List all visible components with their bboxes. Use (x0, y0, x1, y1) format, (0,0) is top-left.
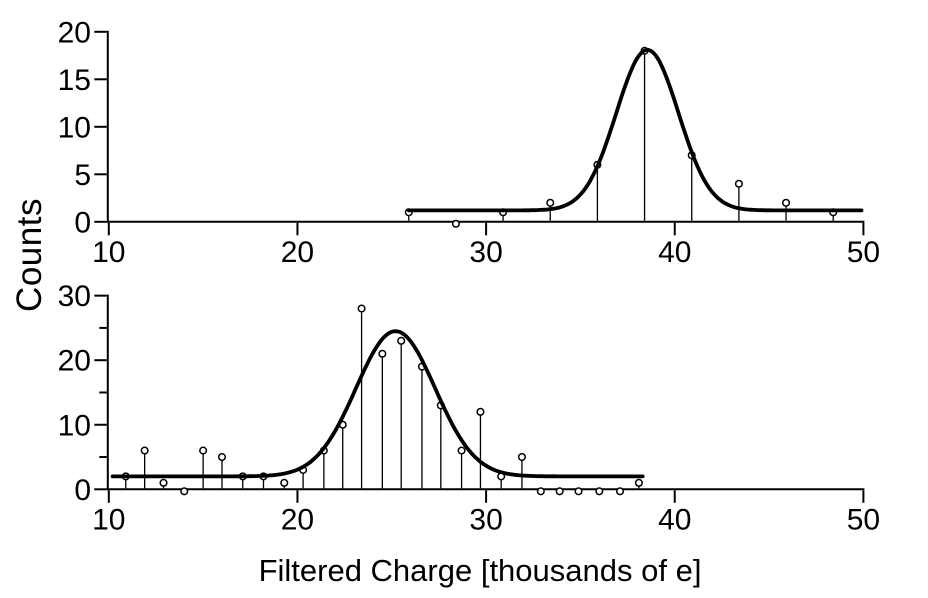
data-point-marker (357, 304, 366, 313)
gaussian-fit-curve (406, 48, 864, 213)
x-tick-label: 50 (847, 503, 880, 536)
data-point-marker (180, 487, 189, 496)
data-point-marker (595, 487, 604, 496)
y-tick-label: 0 (74, 474, 91, 507)
x-tick-label: 10 (92, 503, 125, 536)
x-tick-label: 50 (847, 236, 880, 269)
data-point-marker (457, 446, 466, 455)
y-tick-label: 0 (74, 206, 91, 239)
data-point-marker (615, 487, 625, 496)
data-point-marker (634, 478, 643, 487)
data-point-marker (378, 349, 387, 358)
data-point-marker (574, 487, 583, 496)
data-point-marker (536, 487, 545, 496)
data-point-marker (199, 446, 208, 455)
data-point-marker (140, 446, 149, 455)
x-tick-label: 20 (281, 236, 314, 269)
x-tick-label: 30 (469, 503, 502, 536)
x-axis-title: Filtered Charge [thousands of e] (258, 553, 702, 588)
data-point-marker (546, 198, 555, 207)
y-tick-label: 30 (58, 280, 91, 313)
x-tick-label: 40 (658, 236, 691, 269)
data-point-marker (517, 452, 526, 462)
y-tick-label: 20 (58, 345, 91, 378)
data-point-marker (555, 487, 564, 496)
y-tick-label: 10 (58, 111, 91, 144)
y-tick-label: 5 (74, 159, 91, 192)
x-tick-label: 30 (469, 236, 502, 269)
data-point-marker (782, 198, 791, 207)
gaussian-fit-curve (110, 329, 645, 479)
y-tick-label: 10 (58, 409, 91, 442)
data-point-marker (734, 179, 743, 188)
data-point-marker (397, 336, 406, 345)
x-tick-label: 10 (92, 236, 125, 269)
data-point-marker (159, 478, 168, 487)
panel-top: 10 20 30 40 50 0 5 10 15 20 (58, 16, 880, 268)
y-axis-title: Counts (10, 198, 49, 312)
x-tick-label: 20 (281, 503, 314, 536)
data-point-marker (217, 452, 227, 462)
data-point-marker (476, 407, 485, 416)
y-tick-label: 20 (58, 16, 91, 49)
y-tick-label: 15 (58, 64, 91, 97)
data-point-marker (280, 478, 289, 487)
data-point-marker (451, 219, 460, 228)
x-tick-label: 40 (658, 503, 691, 536)
